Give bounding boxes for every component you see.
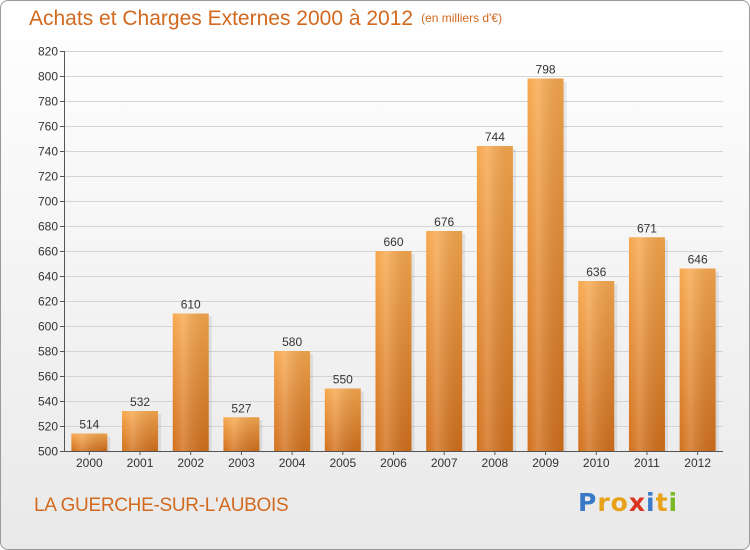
bar-shine (324, 388, 361, 451)
x-tick-label: 2004 (279, 456, 306, 470)
data-label: 671 (637, 221, 657, 235)
bar-shine (578, 281, 615, 451)
x-tick-label: 2001 (127, 456, 154, 470)
y-tick-label: 640 (38, 270, 58, 284)
y-tick-label: 660 (38, 245, 58, 259)
y-tick-label: 700 (38, 195, 58, 209)
x-tick-label: 2009 (532, 456, 559, 470)
x-tick-label: 2010 (583, 456, 610, 470)
x-tick-label: 2012 (684, 456, 711, 470)
bar-shine (426, 231, 463, 451)
data-label: 610 (181, 298, 201, 312)
logo-letter: r (597, 488, 611, 517)
logo-letter: P (578, 488, 598, 517)
y-axis: 500 520 540 560 580 600 620 640 660 680 700 720 740 7… (38, 45, 65, 459)
data-label: 676 (434, 215, 454, 229)
y-tick-label: 620 (38, 295, 58, 309)
bar-shine (223, 417, 260, 451)
y-tick-label: 520 (38, 420, 58, 434)
bar-shine (476, 146, 513, 451)
y-tick-label: 800 (38, 70, 58, 84)
logo-letter: i (646, 488, 656, 517)
bar-shine (679, 268, 716, 451)
logo-letter: x (628, 488, 646, 517)
bar-shine (122, 411, 159, 451)
x-tick-label: 2005 (329, 456, 356, 470)
proxiti-logo[interactable]: Proxiti (578, 488, 678, 517)
x-tick-label: 2011 (634, 456, 660, 470)
bar-shine (172, 313, 209, 451)
y-tick-label: 820 (38, 45, 58, 59)
data-label: 798 (536, 63, 556, 77)
y-tick-label: 760 (38, 120, 58, 134)
logo-letter: i (668, 488, 679, 517)
data-label: 580 (282, 335, 302, 349)
bar-shine (375, 251, 412, 451)
chart-title: Achats et Charges Externes 2000 à 2012 (e… (29, 7, 502, 31)
bar-shine (628, 237, 665, 451)
y-tick-label: 600 (38, 320, 58, 334)
y-tick-label: 560 (38, 370, 58, 384)
data-label: 744 (485, 130, 505, 144)
y-tick-label: 720 (38, 170, 58, 184)
data-label: 660 (383, 235, 403, 249)
bar-shine (527, 78, 564, 451)
y-tick-label: 540 (38, 395, 58, 409)
title-text: Achats et Charges Externes 2000 à 2012 (29, 7, 414, 30)
y-tick-label: 680 (38, 220, 58, 234)
bar-shine (274, 351, 311, 451)
x-tick-label: 2008 (482, 456, 509, 470)
x-tick-label: 2006 (380, 456, 407, 470)
y-tick-label: 780 (38, 95, 58, 109)
x-tick-label: 2000 (76, 456, 103, 470)
data-label: 527 (231, 401, 251, 415)
data-label: 550 (333, 373, 353, 387)
x-tick-label: 2002 (177, 456, 204, 470)
bars: 514 532 610 527 580 550 660 676 744 798 636 671 646 (71, 63, 719, 451)
title-unit: (en milliers d'€) (421, 11, 503, 25)
y-tick-label: 740 (38, 145, 58, 159)
x-tick-label: 2007 (431, 456, 458, 470)
data-label: 532 (130, 395, 150, 409)
x-tick-label: 2003 (228, 456, 255, 470)
bar-shine (71, 433, 108, 451)
y-tick-label: 580 (38, 345, 58, 359)
data-label: 514 (79, 418, 99, 432)
commune-name: LA GUERCHE-SUR-L'AUBOIS (34, 495, 289, 516)
logo-letter: o (610, 488, 629, 517)
logo-letter: t (655, 488, 669, 517)
x-axis: 2000 2001 2002 2003 2004 2005 2006 2007 2008 2009… (64, 451, 723, 470)
data-label: 636 (586, 265, 606, 279)
y-tick-label: 500 (38, 445, 58, 459)
data-label: 646 (688, 253, 708, 267)
